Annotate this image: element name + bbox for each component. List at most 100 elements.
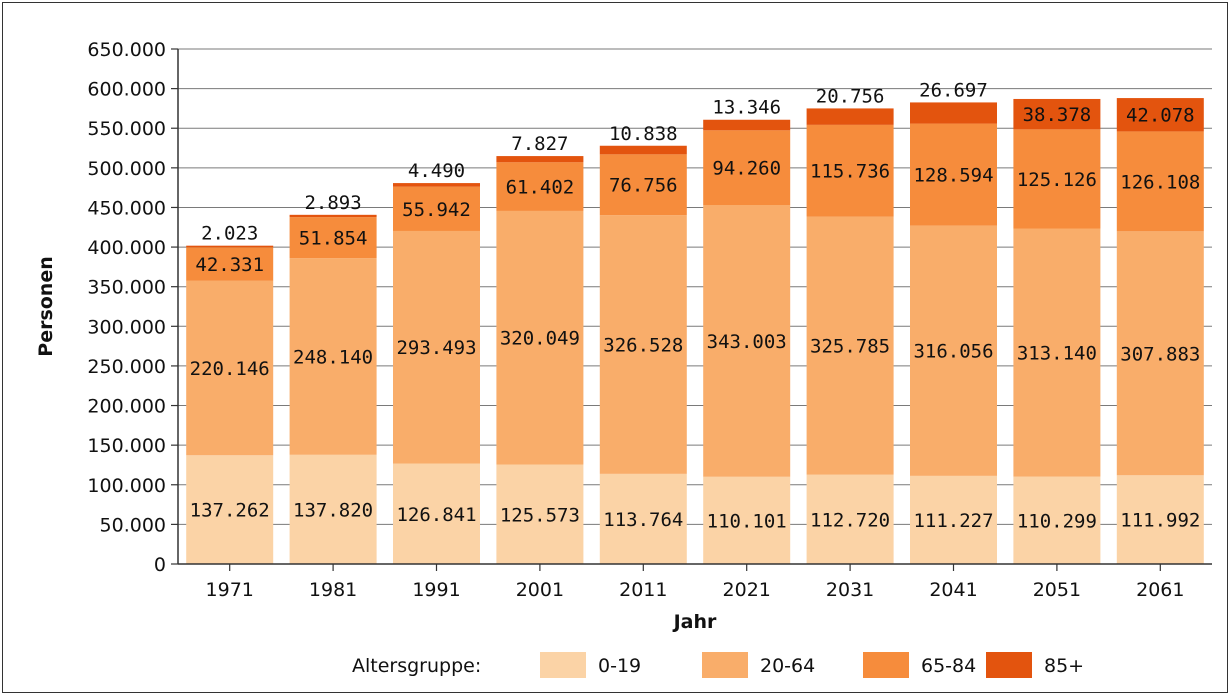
bar-segment-20-64 [806, 216, 894, 475]
x-tick-label: 2061 [1136, 579, 1184, 601]
y-tick-label: 400.000 [87, 237, 166, 259]
y-tick-label: 250.000 [87, 356, 166, 378]
bar-segment-0-19 [910, 475, 997, 564]
bar-segment-65-84 [703, 130, 791, 206]
x-tick-label: 1971 [206, 579, 254, 601]
y-tick-label: 650.000 [87, 39, 166, 61]
bar-segment-85+ [910, 102, 997, 124]
data-label-20-64: 307.883 [1120, 343, 1200, 365]
y-tick-label: 600.000 [87, 79, 166, 101]
data-label-20-64: 313.140 [1017, 343, 1097, 365]
legend-swatch-20-64 [702, 652, 748, 678]
y-tick-label: 150.000 [87, 435, 166, 457]
bar-segment-20-64 [289, 258, 377, 455]
data-label-85+: 2.893 [304, 192, 361, 214]
data-label-85+: 2.023 [201, 223, 258, 245]
bar-segment-0-19 [1013, 476, 1101, 564]
data-label-20-64: 325.785 [810, 336, 890, 358]
bar-segment-85+ [599, 145, 687, 155]
y-axis-ticks: 0 50.000 100.000 150.000 200.000 250.000 300.0… [87, 39, 178, 576]
x-axis-title: Jahr [672, 611, 717, 633]
bar-segment-0-19 [806, 474, 894, 564]
bar-segment-65-84 [393, 186, 480, 231]
y-tick-label: 550.000 [87, 118, 166, 140]
legend-title: Altersgruppe: [352, 655, 481, 677]
legend-label-0-19: 0-19 [598, 655, 641, 677]
bar-segment-20-64 [1116, 231, 1204, 476]
legend-swatch-65-84 [863, 652, 909, 678]
x-tick-label: 2031 [826, 579, 874, 601]
y-tick-label: 350.000 [87, 277, 166, 299]
x-tick-label: 1991 [412, 579, 460, 601]
data-label-0-19: 137.262 [190, 500, 270, 522]
x-tick-label: 2051 [1033, 579, 1081, 601]
bar-segment-85+ [496, 156, 584, 163]
data-label-85+: 42.078 [1126, 105, 1195, 127]
legend-label-85+: 85+ [1044, 655, 1084, 677]
bar-segment-65-84 [289, 217, 377, 259]
y-tick-label: 0 [154, 554, 166, 576]
data-label-0-19: 111.227 [913, 510, 993, 532]
data-label-65-84: 94.260 [712, 158, 781, 180]
data-label-20-64: 316.056 [913, 341, 993, 363]
data-label-0-19: 113.764 [603, 509, 683, 531]
data-label-65-84: 51.854 [299, 228, 368, 250]
data-label-0-19: 111.992 [1120, 510, 1200, 532]
data-label-85+: 26.697 [919, 79, 988, 101]
x-tick-label: 2021 [723, 579, 771, 601]
bar-segment-20-64 [393, 230, 480, 464]
bar-segment-85+ [703, 119, 791, 131]
data-label-65-84: 115.736 [810, 161, 890, 183]
bar-segment-85+ [289, 214, 377, 218]
bar-segment-0-19 [393, 463, 480, 564]
data-label-0-19: 137.820 [293, 499, 373, 521]
y-tick-label: 500.000 [87, 158, 166, 180]
bar-segment-85+ [1116, 98, 1204, 132]
data-label-85+: 4.490 [408, 160, 465, 182]
data-label-0-19: 110.101 [707, 510, 787, 532]
bar-segment-0-19 [703, 476, 791, 564]
bar-segment-85+ [1013, 98, 1101, 130]
bar-segment-20-64 [496, 210, 584, 465]
data-label-20-64: 326.528 [603, 335, 683, 357]
data-label-85+: 10.838 [609, 123, 678, 145]
bar-segment-20-64 [910, 225, 997, 476]
y-tick-label: 50.000 [100, 514, 166, 536]
bar-segment-20-64 [186, 280, 274, 456]
bar-segment-65-84 [186, 247, 274, 281]
data-label-65-84: 42.331 [195, 254, 264, 276]
bar-segment-20-64 [599, 215, 687, 474]
bar-segment-65-84 [806, 124, 894, 217]
bar-segment-0-19 [599, 473, 687, 564]
bar-segment-20-64 [703, 205, 791, 477]
data-label-65-84: 61.402 [506, 177, 575, 199]
data-label-20-64: 320.049 [500, 328, 580, 350]
x-tick-label: 2011 [619, 579, 667, 601]
bar-segment-0-19 [1116, 475, 1204, 564]
bar-segment-85+ [186, 245, 274, 248]
legend-swatch-85+ [986, 652, 1032, 678]
x-tick-label: 2041 [929, 579, 977, 601]
x-tick-label: 2001 [516, 579, 564, 601]
bar-segment-65-84 [1013, 129, 1101, 229]
bar-segment-65-84 [496, 162, 584, 211]
data-label-65-84: 76.756 [609, 175, 678, 197]
data-label-20-64: 343.003 [707, 331, 787, 353]
bar-segment-65-84 [599, 154, 687, 216]
bar-segment-0-19 [186, 455, 274, 564]
bar-segment-85+ [393, 183, 480, 187]
data-label-0-19: 126.841 [396, 504, 476, 526]
legend-label-20-64: 20-64 [760, 655, 815, 677]
bar-segment-20-64 [1013, 228, 1101, 477]
bar-segment-0-19 [496, 464, 584, 564]
bar-segment-85+ [806, 108, 894, 125]
x-tick-label: 1981 [309, 579, 357, 601]
y-tick-label: 200.000 [87, 396, 166, 418]
data-label-65-84: 126.108 [1120, 171, 1200, 193]
data-label-0-19: 112.720 [810, 509, 890, 531]
y-tick-label: 300.000 [87, 316, 166, 338]
data-label-65-84: 128.594 [913, 165, 993, 187]
bars [186, 98, 1204, 564]
bar-segment-65-84 [910, 123, 997, 226]
